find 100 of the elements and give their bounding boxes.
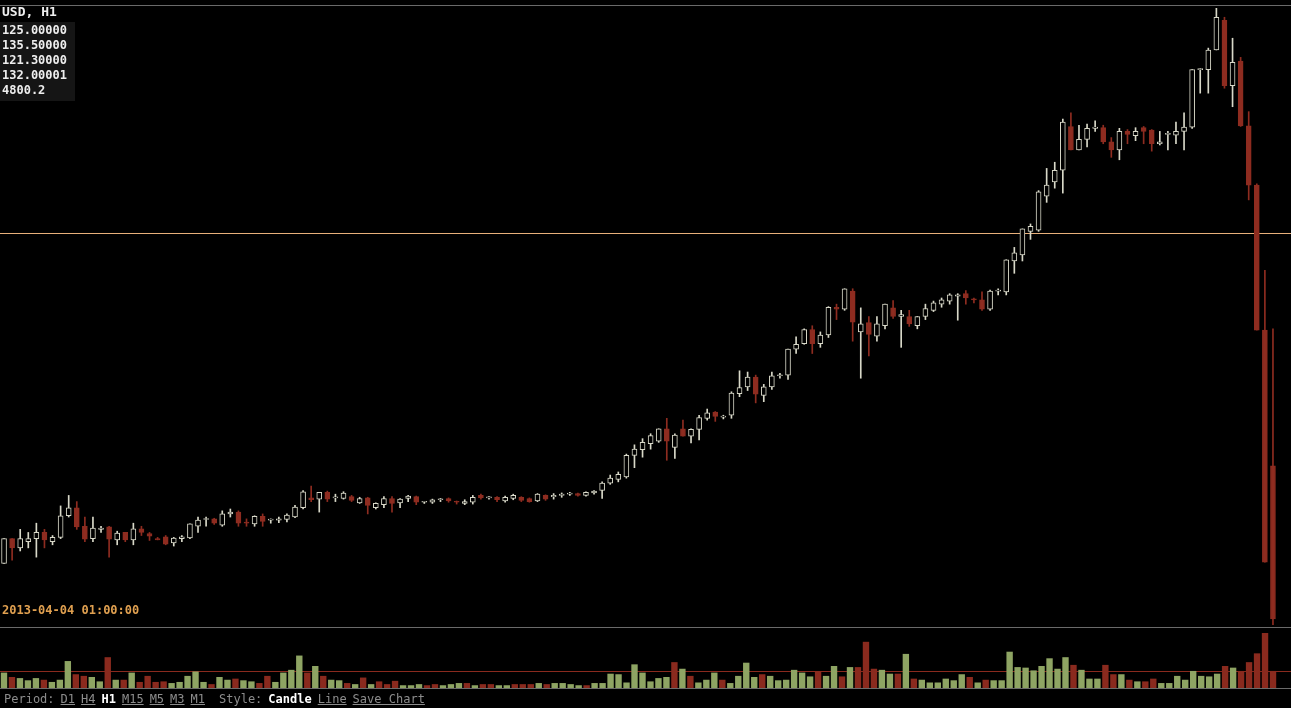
bar <box>503 685 510 688</box>
bar <box>902 653 910 688</box>
candlestick <box>857 307 864 379</box>
text: Save Chart <box>352 692 425 706</box>
bar <box>423 685 431 688</box>
bar <box>439 685 447 688</box>
bar <box>328 679 335 688</box>
bar <box>1166 683 1173 688</box>
bar <box>232 678 239 688</box>
bar <box>320 675 327 688</box>
bar <box>878 669 886 688</box>
bar <box>415 684 423 688</box>
bar <box>950 680 957 688</box>
bar <box>679 668 686 688</box>
bar <box>112 679 119 688</box>
bar <box>1182 679 1189 688</box>
candlestick <box>1156 131 1163 146</box>
candlestick <box>1092 120 1098 132</box>
bar <box>1229 667 1237 688</box>
candlestick <box>954 293 961 321</box>
bar <box>56 679 64 688</box>
bar <box>495 685 503 688</box>
annotation: 121.30000 <box>2 53 68 68</box>
bar <box>846 667 854 688</box>
bar <box>391 680 399 688</box>
bar <box>208 684 215 688</box>
bar <box>774 680 782 688</box>
bar <box>16 678 24 688</box>
bar <box>96 681 103 688</box>
bar <box>24 680 32 688</box>
bar <box>471 685 479 688</box>
bar <box>463 683 471 688</box>
text: H4 <box>81 692 96 706</box>
candlestick <box>98 525 104 533</box>
candlestick <box>1197 68 1204 94</box>
bar <box>487 684 495 688</box>
annotation: 2013-04-04 01:00:00 <box>2 603 140 617</box>
bar <box>727 683 734 688</box>
bar <box>958 674 965 688</box>
bar <box>336 680 343 688</box>
annotation: 135.50000 <box>2 38 68 53</box>
bar <box>343 683 351 688</box>
bar <box>1158 683 1165 688</box>
bar <box>519 684 526 688</box>
bar <box>527 684 534 688</box>
bar <box>1118 674 1125 688</box>
bar <box>48 681 56 688</box>
bar <box>511 684 518 688</box>
bar <box>383 684 391 688</box>
bar <box>88 677 95 688</box>
bar <box>375 681 383 688</box>
bar <box>312 666 319 688</box>
text: M3 <box>170 692 185 706</box>
bar <box>838 676 846 688</box>
bar <box>1197 675 1205 688</box>
bar <box>40 679 48 688</box>
bar <box>982 679 989 688</box>
candlestick <box>1181 112 1187 151</box>
bar <box>767 675 774 688</box>
bar <box>1190 670 1197 688</box>
bar <box>447 684 455 688</box>
text: Style: <box>218 692 263 706</box>
chart-title: USD, H1 <box>2 4 57 19</box>
text: M5 <box>149 692 165 706</box>
candlestick <box>308 485 314 502</box>
text: Line <box>317 692 347 706</box>
bar <box>535 683 542 688</box>
text: Period: <box>4 692 55 706</box>
bar <box>455 683 463 688</box>
bar <box>80 675 87 688</box>
bar <box>798 672 806 688</box>
annotation: 4800.2 <box>2 83 47 98</box>
bar <box>942 678 949 688</box>
bar <box>583 685 590 688</box>
bar <box>543 684 550 688</box>
bar <box>72 674 80 688</box>
bar <box>32 678 40 688</box>
bar <box>120 679 127 688</box>
bar <box>359 677 367 688</box>
bar <box>790 669 798 688</box>
bar <box>1134 681 1141 688</box>
bar <box>0 672 8 688</box>
candlestick <box>995 288 1001 296</box>
bar <box>894 673 902 688</box>
bar <box>910 678 918 688</box>
candlestick <box>276 516 282 523</box>
bar <box>886 673 894 688</box>
bar <box>822 675 830 688</box>
text: H1 <box>101 692 116 706</box>
candlestick <box>267 518 274 524</box>
bar <box>399 685 407 688</box>
bar <box>367 684 375 688</box>
bar <box>407 685 415 688</box>
text: Candle <box>268 692 312 706</box>
bar <box>759 674 766 688</box>
bar <box>830 666 838 688</box>
bar <box>751 677 758 688</box>
bar <box>1126 679 1133 688</box>
bar <box>431 684 439 688</box>
bar <box>1213 673 1221 688</box>
